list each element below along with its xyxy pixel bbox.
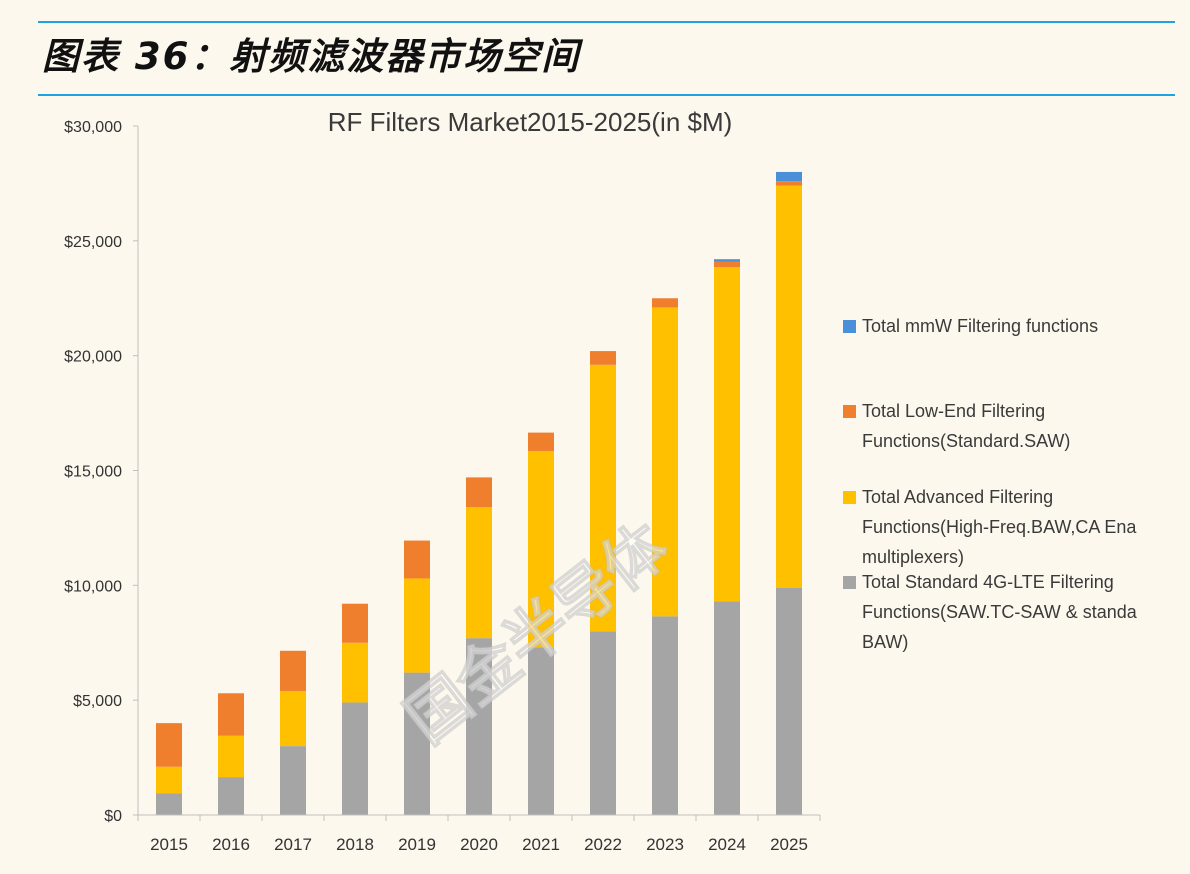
bar-segment-2025-series-3	[776, 171, 802, 182]
legend-swatch-0	[843, 320, 856, 333]
bar-segment-2025-series-0	[776, 587, 802, 815]
bar-segment-2023-series-0	[652, 616, 678, 815]
bar-segment-2024-series-3	[714, 259, 740, 262]
y-tick-label: $10,000	[64, 578, 122, 595]
bar-segment-2025-series-1	[776, 185, 802, 588]
x-tick-label-2024: 2024	[708, 835, 746, 854]
bar-segment-2021-series-2	[528, 432, 554, 451]
x-tick-label-2021: 2021	[522, 835, 560, 854]
bar-segment-2024-series-2	[714, 261, 740, 268]
bar-segment-2022-series-1	[590, 364, 616, 632]
bar-segment-2023-series-2	[652, 298, 678, 308]
x-tick-label-2022: 2022	[584, 835, 622, 854]
bar-segment-2022-series-2	[590, 351, 616, 365]
legend-label-3: Total Standard 4G-LTE Filtering	[862, 572, 1114, 592]
x-tick-label-2015: 2015	[150, 835, 188, 854]
y-tick-label: $5,000	[73, 693, 122, 710]
bar-segment-2023-series-1	[652, 307, 678, 617]
y-tick-label: $0	[104, 808, 122, 825]
bar-segment-2019-series-0	[404, 672, 430, 815]
y-tick-label: $25,000	[64, 234, 122, 251]
header-bottom-rule	[38, 94, 1175, 96]
legend-label-0: Total mmW Filtering functions	[862, 316, 1098, 336]
y-tick-label: $15,000	[64, 464, 122, 481]
bar-segment-2015-series-0	[156, 793, 182, 815]
bar-segment-2020-series-1	[466, 507, 492, 639]
bar-segment-2024-series-1	[714, 267, 740, 602]
y-tick-label: $20,000	[64, 349, 122, 366]
x-tick-label-2020: 2020	[460, 835, 498, 854]
legend-label-1: Total Low-End Filtering	[862, 401, 1045, 421]
legend-swatch-2	[843, 491, 856, 504]
x-tick-label-2023: 2023	[646, 835, 684, 854]
legend-label-3: BAW)	[862, 632, 908, 652]
header-top-rule	[38, 21, 1175, 23]
bar-segment-2024-series-0	[714, 601, 740, 815]
x-tick-label-2019: 2019	[398, 835, 436, 854]
figure-caption: 图表 36：射频滤波器市场空间	[42, 35, 581, 78]
legend-label-2: Total Advanced Filtering	[862, 487, 1053, 507]
bar-segment-2020-series-0	[466, 638, 492, 815]
x-tick-label-2025: 2025	[770, 835, 808, 854]
bar-segment-2018-series-2	[342, 603, 368, 643]
x-tick-label-2016: 2016	[212, 835, 250, 854]
bar-segment-2017-series-1	[280, 690, 306, 747]
bar-segment-2019-series-1	[404, 578, 430, 673]
bar-segment-2019-series-2	[404, 540, 430, 579]
legend-label-3: Functions(SAW.TC-SAW & standa	[862, 602, 1138, 622]
axis-layer: $0 $5,000 $10,000 $15,000 $20,000 $25,000 $30,…	[64, 119, 821, 854]
bar-segment-2016-series-1	[218, 735, 244, 778]
bar-segment-2025-series-2	[776, 181, 802, 186]
bar-segment-2015-series-1	[156, 766, 182, 794]
bar-segment-2017-series-0	[280, 746, 306, 815]
legend-swatch-1	[843, 405, 856, 418]
bar-segment-2018-series-1	[342, 642, 368, 703]
x-tick-label-2017: 2017	[274, 835, 312, 854]
x-tick-label-2018: 2018	[336, 835, 374, 854]
bar-segment-2022-series-0	[590, 631, 616, 815]
bar-segment-2020-series-2	[466, 477, 492, 508]
legend-label-2: Functions(High-Freq.BAW,CA Ena	[862, 517, 1137, 537]
bar-segment-2018-series-0	[342, 702, 368, 815]
bar-segment-2021-series-0	[528, 647, 554, 815]
y-tick-label: $30,000	[64, 119, 122, 136]
bar-segment-2017-series-2	[280, 650, 306, 691]
bar-segment-2015-series-2	[156, 723, 182, 767]
bar-segment-2021-series-1	[528, 450, 554, 648]
legend-label-2: multiplexers)	[862, 547, 964, 567]
legend: Total mmW Filtering functions Total Low-E…	[843, 316, 1138, 652]
chart-title: RF Filters Market2015-2025(in $M)	[328, 107, 733, 137]
legend-label-1: Functions(Standard.SAW)	[862, 431, 1070, 451]
bar-segment-2016-series-0	[218, 777, 244, 815]
bar-segment-2016-series-2	[218, 693, 244, 736]
bars-layer	[156, 171, 802, 815]
legend-swatch-3	[843, 576, 856, 589]
